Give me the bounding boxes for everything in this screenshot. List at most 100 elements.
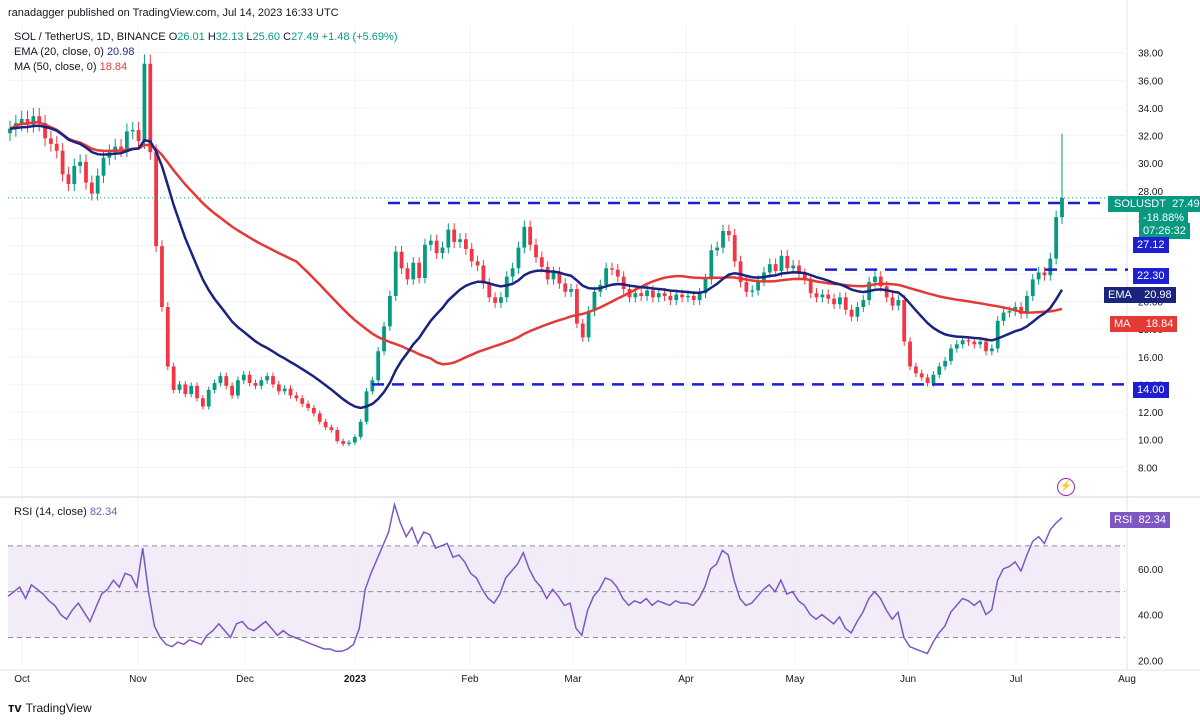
candle-body [575, 289, 579, 324]
y-tick-label: 16.00 [1138, 353, 1163, 364]
candle-body [674, 294, 679, 301]
candle-body [288, 388, 293, 396]
candle-body [411, 262, 416, 280]
candle-body [989, 348, 994, 352]
ema-tag: EMA 20.98 [1104, 287, 1176, 303]
y-tick-label: 38.00 [1138, 49, 1163, 60]
candle-body [650, 290, 655, 298]
candle-body [919, 373, 924, 378]
candle-body [130, 130, 135, 132]
candle-body [1060, 197, 1064, 218]
y-tick-label: 36.00 [1138, 76, 1163, 87]
ma-legend: MA (50, close, 0) 18.84 [14, 61, 128, 73]
candle-body [317, 413, 322, 422]
x-tick-label: Dec [236, 674, 254, 685]
x-tick-label: May [786, 674, 805, 685]
candle-body [19, 119, 24, 124]
candle-body [499, 297, 503, 303]
y-tick-label: 12.00 [1138, 408, 1163, 419]
candle-body [726, 230, 731, 236]
x-tick-label: Nov [129, 674, 147, 685]
candle-body [691, 295, 696, 301]
candle-body [195, 385, 199, 399]
ema-line [9, 124, 1064, 410]
candle-body [884, 286, 889, 298]
candle-body [896, 300, 901, 306]
candle-body [797, 265, 801, 274]
candle-body [236, 380, 240, 396]
x-tick-label: Apr [678, 674, 694, 685]
candle-body [966, 340, 971, 342]
candle-body [294, 395, 299, 399]
candles [8, 54, 1064, 447]
countdown-tag: 07:26:32 [1139, 223, 1190, 239]
candle-body [405, 268, 410, 280]
rsi-path [7, 501, 1063, 655]
candle-body [393, 251, 398, 296]
candle-body [656, 293, 661, 298]
candle-body [849, 309, 854, 317]
candle-body [417, 262, 422, 278]
symbol-price-tag: SOLUSDT 27.49 [1108, 196, 1200, 212]
ema-value: 20.98 [106, 46, 135, 58]
candle-body [1007, 311, 1012, 313]
footer-brand-label: TradingView [25, 700, 92, 715]
candle-body [487, 283, 492, 298]
candle-body [95, 175, 100, 194]
ema-legend: EMA (20, close, 0) 20.98 [14, 46, 135, 58]
candle-body [563, 283, 568, 292]
candle-body [680, 294, 685, 298]
candle-body [662, 293, 667, 296]
candle-body [276, 384, 281, 392]
candle-body [814, 293, 819, 298]
candle-body [376, 351, 381, 381]
candle-body [475, 261, 480, 266]
tradingview-logo-icon: ᴛᴠ [8, 700, 22, 715]
candle-body [446, 229, 451, 248]
candle-body [516, 247, 521, 269]
candle-body [756, 280, 760, 291]
y-tick-label: 10.00 [1138, 436, 1163, 447]
candle-body [189, 385, 194, 395]
candle-body [773, 264, 778, 272]
level-22-tag: 22.30 [1133, 268, 1169, 284]
candle-body [1001, 312, 1006, 321]
candle-body [493, 297, 497, 303]
candle-body [738, 261, 743, 283]
lightning-icon[interactable]: ⚡ [1057, 478, 1075, 496]
candle-body [142, 63, 147, 142]
footer-brand[interactable]: ᴛᴠ TradingView [8, 700, 92, 715]
moving-averages [9, 121, 1064, 410]
candle-body [931, 374, 936, 384]
ma-tag: MA 18.84 [1110, 316, 1178, 332]
candle-body [534, 244, 538, 258]
candle-body [160, 246, 164, 307]
resistance-tag: 27.12 [1133, 237, 1169, 253]
candle-body [820, 294, 825, 298]
candle-body [995, 320, 1000, 349]
candle-body [154, 152, 159, 247]
candle-body [265, 376, 270, 381]
candle-body [434, 240, 439, 254]
candle-body [545, 266, 550, 280]
candle-body [913, 366, 918, 374]
candle-body [247, 374, 252, 384]
candle-body [399, 251, 404, 269]
candle-body [1042, 272, 1047, 276]
candle-body [715, 247, 720, 251]
rsi-band [8, 545, 1125, 638]
candle-body [1030, 279, 1035, 296]
candle-body [639, 293, 644, 296]
candle-body [709, 250, 714, 280]
candle-body [306, 403, 310, 408]
rsi-band-fill [8, 545, 1120, 638]
candle-body [697, 293, 702, 301]
candle-body [165, 307, 170, 367]
candle-body [119, 146, 123, 150]
candle-body [779, 255, 784, 272]
rsi-tick-label: 20.00 [1138, 656, 1163, 667]
change-value: +1.48 (+5.69%) [321, 31, 398, 43]
candle-body [312, 407, 316, 414]
candle-body [8, 128, 12, 134]
